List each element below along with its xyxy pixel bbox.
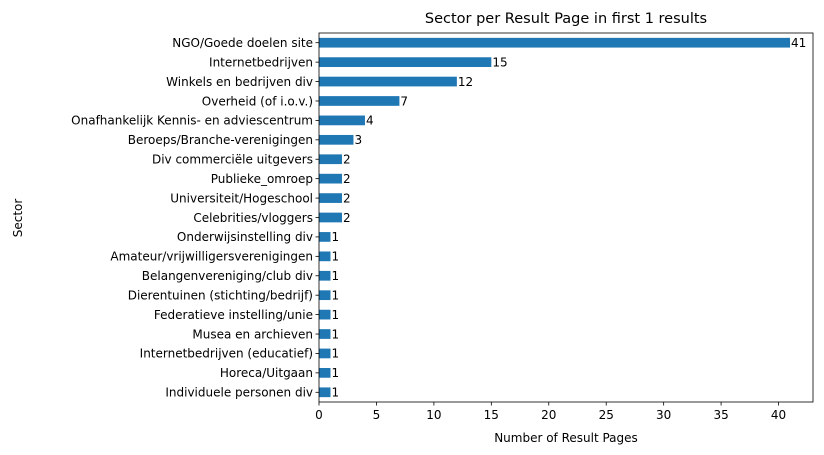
- bar: [319, 290, 331, 301]
- plot-frame: [318, 32, 814, 403]
- x-axis-ticks: 0 5 10 15 20 25 30 35 40: [315, 402, 786, 422]
- y-tick-label: Internetbedrijven (educatief): [140, 347, 313, 361]
- value-label: 15: [492, 55, 507, 69]
- value-label: 41: [791, 36, 806, 50]
- bar: [319, 368, 331, 378]
- y-tick-label: Federatieve instelling/unie: [154, 308, 313, 322]
- bar: [319, 329, 331, 339]
- y-tick-label: Celebrities/vloggers: [193, 211, 313, 225]
- bar: [319, 173, 342, 184]
- value-label: 1: [331, 269, 339, 283]
- x-tick-label: 5: [373, 408, 381, 422]
- value-label: 1: [331, 366, 339, 380]
- axes-frame: [318, 32, 814, 403]
- y-tick-label: Overheid (of i.o.v.): [202, 94, 313, 108]
- value-label: 1: [331, 230, 339, 244]
- y-tick-label: Universiteit/Hogeschool: [170, 191, 313, 205]
- bar: [319, 348, 331, 359]
- value-label: 2: [343, 153, 351, 167]
- chart-title: Sector per Result Page in first 1 result…: [425, 11, 707, 27]
- bar: [319, 309, 331, 320]
- y-tick-label: Individuele personen div: [165, 386, 313, 400]
- value-label: 2: [343, 191, 351, 205]
- value-label: 7: [400, 94, 408, 108]
- y-tick-label: Onafhankelijk Kennis- en adviescentrum: [71, 114, 313, 128]
- x-tick-label: 15: [484, 408, 499, 422]
- bar: [319, 193, 342, 203]
- value-label: 2: [343, 211, 351, 225]
- bar: [319, 232, 331, 242]
- x-tick-label: 0: [315, 408, 323, 422]
- bar: [319, 37, 791, 48]
- y-tick-label: Publieke_omroep: [211, 172, 313, 186]
- bar: [319, 96, 400, 106]
- x-tick-label: 20: [541, 408, 556, 422]
- x-axis-label: Number of Result Pages: [494, 431, 638, 445]
- value-label: 1: [331, 288, 339, 302]
- x-tick-label: 35: [713, 408, 728, 422]
- bar: [319, 154, 342, 165]
- y-tick-label: Onderwijsinstelling div: [177, 230, 313, 244]
- bar: [319, 134, 354, 145]
- y-tick-label: NGO/Goede doelen site: [172, 36, 313, 50]
- y-axis-label: Sector: [11, 199, 25, 238]
- bar: [319, 115, 365, 126]
- value-label: 1: [331, 250, 339, 264]
- bar: [319, 212, 342, 223]
- y-tick-label: Dierentuinen (stichting/bedrijf): [128, 288, 313, 302]
- bar: [319, 270, 331, 281]
- value-label: 1: [331, 308, 339, 322]
- x-tick-label: 40: [771, 408, 786, 422]
- value-label: 4: [366, 114, 374, 128]
- bar: [319, 251, 331, 262]
- bar: [319, 76, 457, 87]
- y-axis-ticks: NGO/Goede doelen site Internetbedrijven Wi…: [71, 36, 319, 400]
- y-tick-label: Belangenvereniging/club div: [142, 269, 313, 283]
- bars-group: [319, 37, 791, 398]
- value-label: 12: [458, 75, 473, 89]
- bar: [319, 57, 492, 67]
- y-tick-label: Amateur/vrijwilligersverenigingen: [110, 250, 313, 264]
- y-tick-label: Horeca/Uitgaan: [220, 366, 313, 380]
- y-tick-label: Beroeps/Branche-verenigingen: [128, 133, 313, 147]
- y-tick-label: Div commerciële uitgevers: [152, 153, 313, 167]
- y-tick-label: Internetbedrijven: [209, 55, 313, 69]
- y-tick-label: Musea en archieven: [192, 327, 313, 341]
- value-label: 1: [331, 347, 339, 361]
- y-tick-label: Winkels en bedrijven div: [166, 75, 313, 89]
- value-label: 2: [343, 172, 351, 186]
- value-label: 1: [331, 386, 339, 400]
- value-label: 1: [331, 327, 339, 341]
- x-tick-label: 25: [599, 408, 614, 422]
- x-tick-label: 30: [656, 408, 671, 422]
- bar: [319, 387, 331, 398]
- x-tick-label: 10: [426, 408, 441, 422]
- value-label: 3: [354, 133, 362, 147]
